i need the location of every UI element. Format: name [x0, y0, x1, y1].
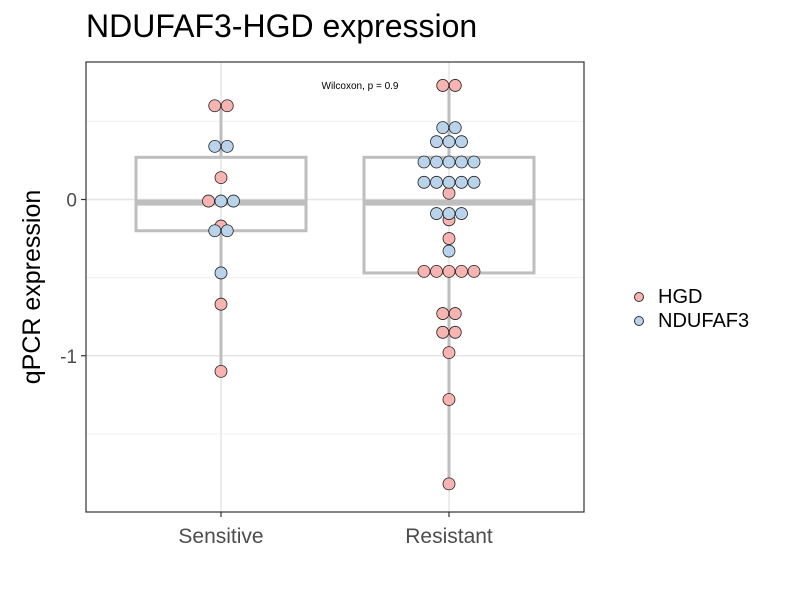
dot-hgd [430, 264, 443, 278]
legend-label-ndufaf3: NDUFAF3 [658, 309, 750, 332]
y-tick-label: -1 [60, 347, 77, 368]
dot-hgd [455, 264, 468, 278]
dot-ndufaf3 [430, 135, 443, 149]
dot-ndufaf3 [442, 135, 456, 149]
dot-ndufaf3 [455, 175, 468, 189]
dot-hgd [442, 393, 456, 406]
dot-hgd [442, 186, 456, 200]
dot-ndufaf3 [430, 155, 443, 169]
dot-ndufaf3 [442, 175, 456, 189]
dot-ndufaf3 [448, 121, 462, 135]
dot-hgd [202, 194, 215, 208]
dot-ndufaf3 [214, 266, 228, 280]
dot-ndufaf3 [442, 207, 456, 220]
dot-ndufaf3 [208, 139, 222, 153]
dot-hgd [467, 264, 481, 278]
legend: HGD NDUFAF3 [628, 285, 749, 333]
dot-ndufaf3 [442, 155, 456, 169]
dot-hgd [214, 364, 228, 378]
stat-annotation: Wilcoxon, p = 0.9 [322, 81, 399, 92]
x-tick-label-resistant: Resistant [405, 525, 493, 548]
dot-ndufaf3 [430, 175, 443, 189]
plot-panel [86, 62, 584, 512]
dot-hgd [442, 346, 456, 360]
dot-ndufaf3 [436, 121, 450, 135]
legend-key-hgd [634, 292, 644, 302]
dot-ndufaf3 [220, 139, 234, 153]
dot-ndufaf3 [227, 194, 240, 208]
legend-key-ndufaf3 [634, 316, 644, 326]
dot-ndufaf3 [417, 175, 431, 189]
dot-hgd [436, 79, 450, 92]
y-tick-label: 0 [66, 191, 77, 212]
dot-ndufaf3 [455, 207, 468, 220]
dot-ndufaf3 [467, 155, 481, 169]
dot-ndufaf3 [220, 224, 234, 238]
chart-title: NDUFAF3-HGD expression [86, 8, 478, 44]
plot-border [85, 61, 585, 513]
dot-ndufaf3 [417, 155, 431, 169]
dot-hgd [448, 307, 462, 320]
dot-ndufaf3 [430, 207, 443, 220]
legend-item-hgd: HGD [628, 285, 749, 309]
dot-ndufaf3 [467, 175, 481, 189]
dot-hgd [442, 264, 456, 278]
dot-ndufaf3 [214, 194, 228, 208]
dot-hgd [448, 325, 462, 339]
dot-ndufaf3 [455, 155, 468, 169]
dot-hgd [442, 232, 456, 245]
y-axis-label: qPCR expression [18, 190, 46, 385]
legend-label-hgd: HGD [658, 285, 703, 308]
dot-hgd [417, 264, 431, 278]
dot-hgd [214, 297, 228, 311]
dot-ndufaf3 [208, 224, 222, 238]
dot-hgd [220, 99, 234, 113]
dot-ndufaf3 [455, 135, 468, 149]
dot-hgd [208, 99, 222, 113]
dot-hgd [442, 477, 456, 491]
x-tick-label-sensitive: Sensitive [178, 525, 263, 548]
dot-ndufaf3 [442, 244, 456, 258]
legend-item-ndufaf3: NDUFAF3 [628, 309, 749, 333]
dot-hgd [436, 307, 450, 320]
dot-hgd [214, 171, 228, 185]
dot-hgd [436, 325, 450, 339]
dot-hgd [448, 79, 462, 92]
